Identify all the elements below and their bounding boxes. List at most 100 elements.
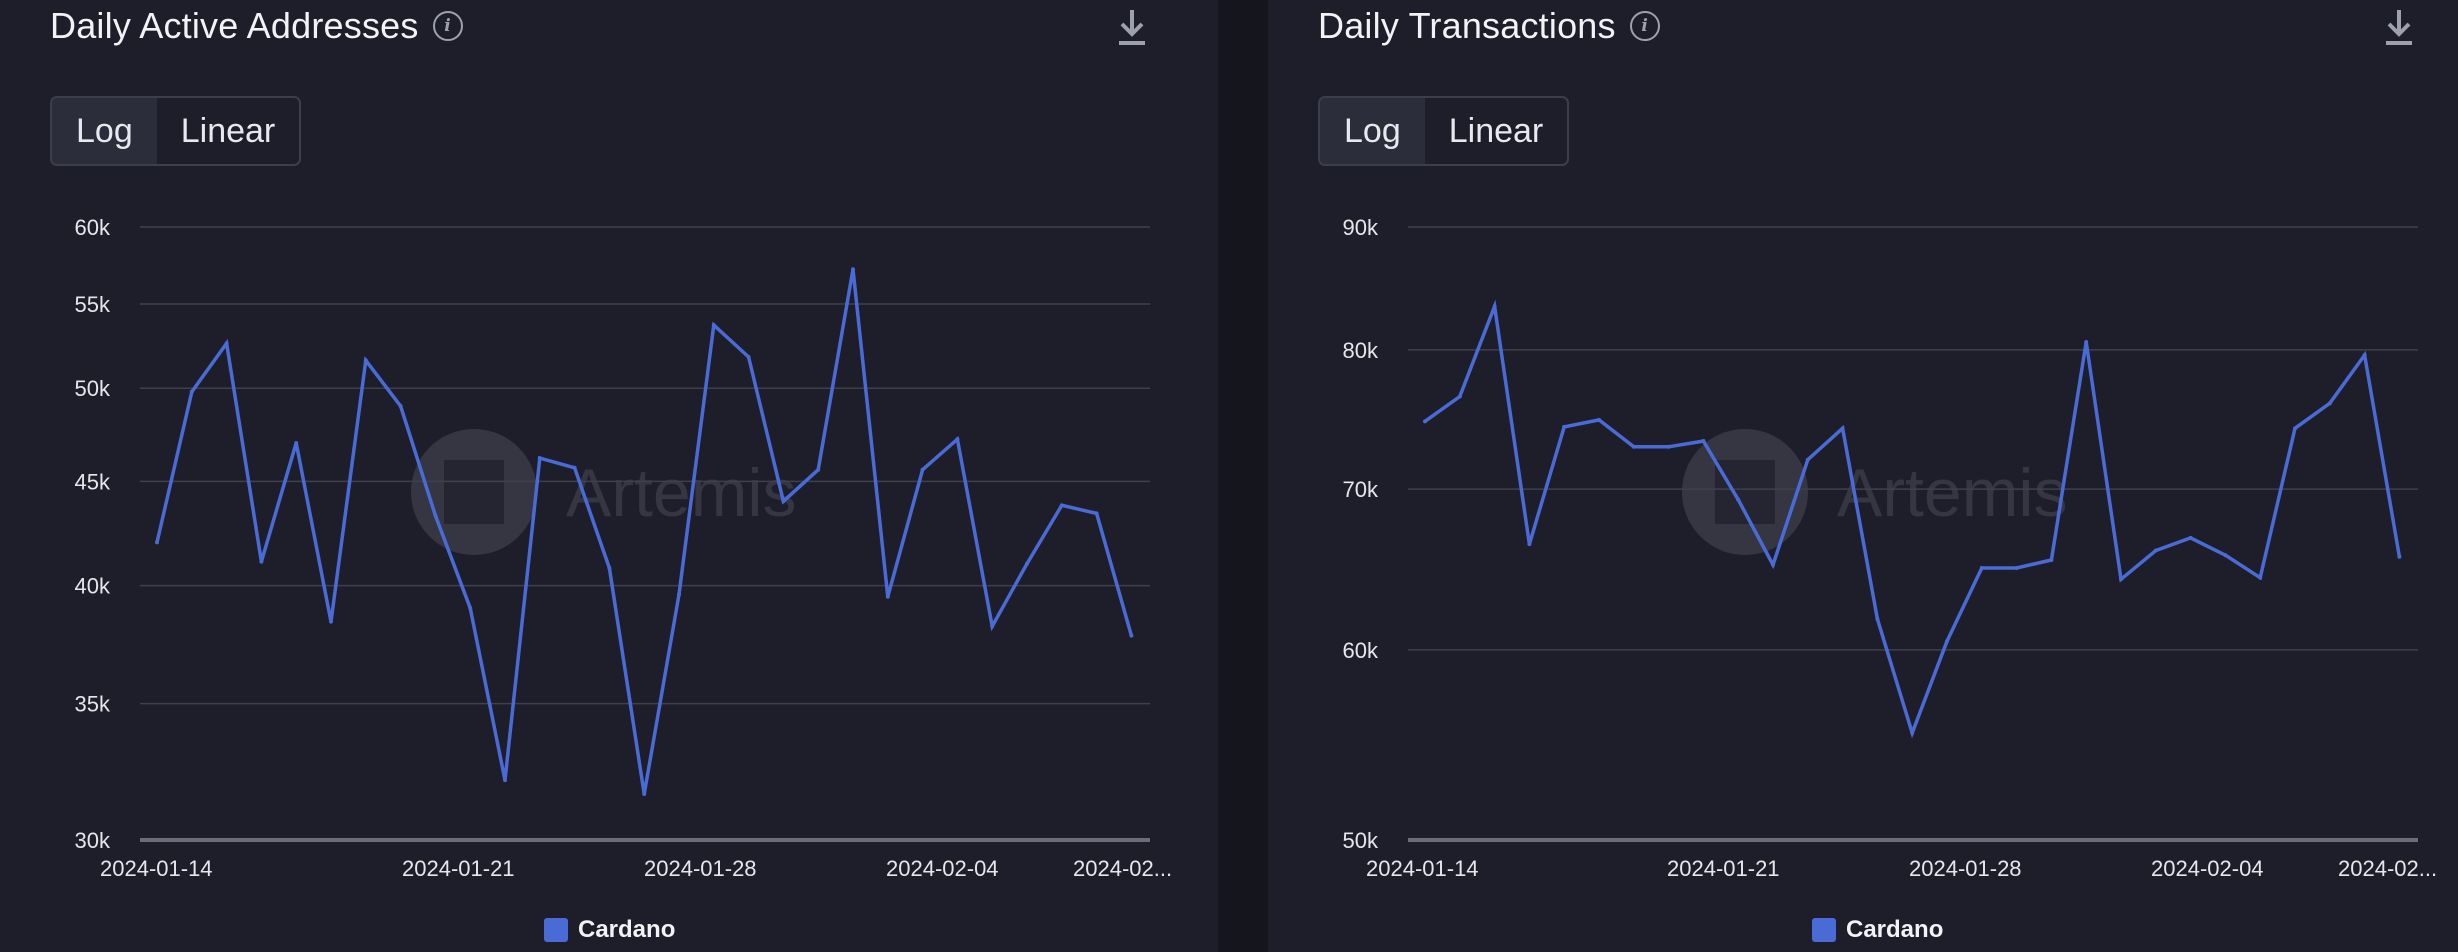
data-point [2153,548,2158,553]
y-tick-label: 55k [75,292,111,317]
data-point [2084,340,2089,345]
data-point [2258,575,2263,580]
data-point [1771,562,1775,567]
y-tick-label: 60k [75,215,111,240]
data-point [2362,353,2367,358]
data-point [363,358,368,363]
watermark-logo-mark [444,460,504,524]
data-point [1840,426,1845,431]
data-point [2223,553,2228,558]
x-tick-label: 2024-01-14 [100,856,213,881]
panel-divider [1218,0,1268,952]
y-tick-label: 50k [75,376,111,401]
legend-swatch [1812,918,1836,942]
data-point [2119,577,2123,582]
data-point [398,404,403,409]
x-tick-label: 2024-01-28 [644,856,757,881]
data-point [1597,417,1601,422]
data-point [746,354,751,359]
x-tick-label: 2024-01-14 [1366,856,1479,881]
data-point [2014,565,2019,570]
toggle-linear-option[interactable]: Linear [180,112,276,150]
x-tick-label: 2024-02... [1073,856,1172,881]
data-point [1129,633,1134,638]
panel-title: Daily Active Addresses i [50,5,463,47]
data-point [711,323,716,328]
data-point [433,513,438,518]
y-tick-label: 40k [75,574,111,599]
data-point [1666,444,1671,449]
data-point [259,559,264,564]
toggle-log-option[interactable]: Log [1320,98,1425,164]
chart-legend[interactable]: Cardano [544,916,675,944]
x-tick-label: 2024-01-21 [402,856,515,881]
scale-toggle: Log Linear [50,96,302,166]
data-point [1945,639,1949,644]
download-icon[interactable] [2384,8,2414,50]
y-tick-label: 80k [1343,338,1379,363]
data-point [1701,439,1706,444]
chart-panel-daily-transactions: Daily Transactions i Log Linear Artemis 5… [1268,0,2458,952]
toggle-log-option[interactable]: Log [52,98,157,164]
x-tick-label: 2024-01-28 [1909,856,2022,881]
data-point [920,467,925,472]
panel-title-text: Daily Active Addresses [50,5,419,46]
data-point [294,440,299,445]
line-chart-daily-transactions: Artemis 50k 60k 70k 80k 90k 2024-01-14 2024-01-… [1343,215,2438,881]
data-point [781,499,786,504]
watermark-text: Artemis [1837,455,2067,531]
chart-panel-daily-active-addresses: Daily Active Addresses i Log Linear Arte… [0,0,1218,952]
panel-title: Daily Transactions i [1318,5,1660,47]
data-point [2188,535,2193,540]
data-point [1805,457,1810,462]
data-point [224,341,229,346]
info-icon[interactable]: i [1629,11,1660,41]
data-point [2293,426,2297,431]
data-point [1025,561,1029,566]
legend-label: Cardano [578,916,676,943]
data-point [851,267,855,272]
legend-swatch [544,918,568,942]
data-point [329,619,333,624]
y-tick-label: 35k [75,692,111,717]
data-point [642,792,647,797]
data-point [1631,444,1636,449]
data-point [990,624,995,629]
data-point [1527,542,1532,547]
data-point [885,594,890,599]
data-point [189,389,194,394]
toggle-linear-option[interactable]: Linear [1448,112,1544,150]
data-point [572,465,577,470]
data-point [1457,394,1462,399]
data-point [503,778,507,783]
scale-toggle: Log Linear [1318,96,1570,166]
data-point [1094,511,1099,516]
x-tick-label: 2024-02... [2338,856,2437,881]
data-point [1979,565,1984,570]
series-line-cardano [155,269,1134,795]
data-point [677,592,681,597]
watermark-text: Artemis [566,455,796,531]
download-icon[interactable] [1117,8,1147,50]
data-point [1059,503,1064,508]
data-point [155,540,159,545]
y-tick-label: 45k [75,469,111,494]
data-point [1562,424,1567,429]
chart-legend[interactable]: Cardano [1812,916,1943,944]
data-point [816,467,821,472]
data-point [1875,617,1880,622]
y-tick-label: 50k [1343,828,1379,853]
data-point [1910,731,1915,736]
artemis-watermark: Artemis [1682,429,2067,555]
data-point [1492,304,1497,309]
data-point [468,605,473,610]
x-tick-label: 2024-02-04 [2151,856,2264,881]
data-point [1736,497,1741,502]
artemis-watermark: Artemis [411,429,796,555]
data-point [2327,401,2332,406]
y-tick-label: 70k [1343,477,1379,502]
y-tick-label: 90k [1343,215,1379,240]
data-point [2397,554,2402,559]
data-point [955,437,960,442]
info-icon[interactable]: i [432,11,463,41]
